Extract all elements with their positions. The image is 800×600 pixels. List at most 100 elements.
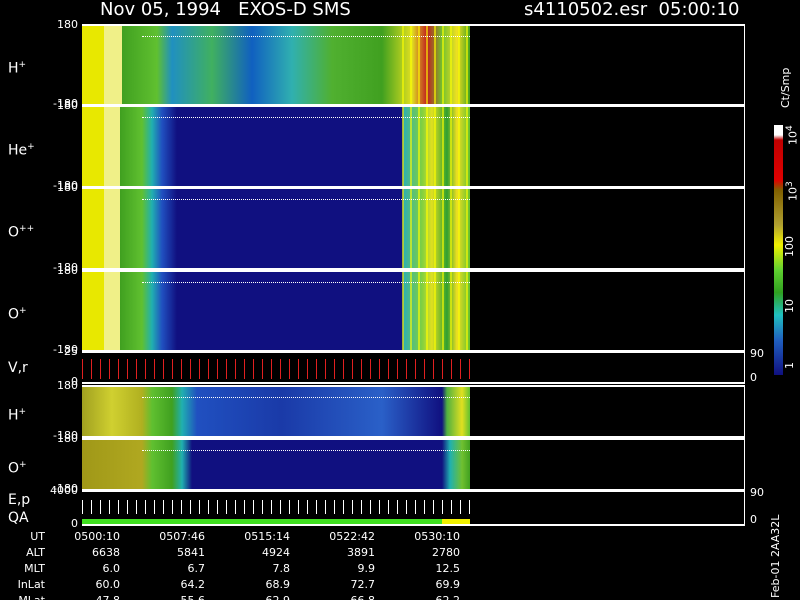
stripes [402, 189, 470, 268]
label-text: He [8, 142, 28, 159]
panel [82, 187, 745, 270]
colorbar-tick-label: 100 [783, 236, 796, 257]
ephemeris-value: 2780 [432, 546, 460, 559]
y-tick-label: -180 [53, 179, 78, 192]
ephemeris-label: UT [30, 530, 45, 543]
ephemeris-value: 6.7 [187, 562, 206, 575]
ephemeris-value: 6638 [92, 546, 120, 559]
panel-label: E,p [8, 492, 30, 508]
glyphs [82, 500, 470, 514]
ephemeris-value: 0530:10 [414, 530, 460, 543]
ephemeris-value: 69.9 [435, 578, 461, 591]
ephemeris-value: 0500:10 [74, 530, 120, 543]
ephemeris-value: 55.6 [181, 595, 206, 600]
trace [142, 282, 470, 283]
ephemeris-value: 64.2 [180, 578, 206, 591]
label-text: H [8, 407, 19, 424]
ephemeris-value: 72.7 [350, 578, 376, 591]
ephemeris-label: InLat [17, 578, 45, 591]
ephemeris-value: 6.0 [102, 562, 121, 575]
stripes [402, 272, 470, 350]
ephemeris-value: 62.9 [266, 595, 291, 600]
label-text: O [8, 460, 20, 477]
label-text: V,r [8, 359, 28, 376]
label-sup: + [19, 306, 27, 316]
panel [82, 438, 745, 491]
label-sup: ++ [19, 223, 35, 234]
trace [142, 199, 470, 200]
title: Nov 05, 1994 EXOS-D SMS [100, 0, 351, 20]
panel-label: O++ [8, 221, 34, 241]
y-tick-label: 25 [64, 345, 78, 358]
colorbar-tick-label: 10 [783, 299, 796, 313]
panel [82, 270, 745, 352]
ephemeris-value: 12.5 [435, 562, 461, 575]
colorbar-unit: Ct/Smp [779, 67, 792, 108]
y-tick-label: 180 [57, 264, 78, 277]
label-sup: + [19, 459, 27, 470]
panel-label: O+ [8, 457, 27, 477]
label-text: H [8, 60, 19, 77]
y-tick-label: 0 [71, 375, 78, 388]
label-sup: + [27, 141, 35, 152]
colorbar [774, 125, 783, 375]
panel [82, 490, 745, 526]
ephemeris-value: 66.8 [351, 595, 376, 600]
glyphs [82, 359, 470, 379]
stripes [402, 107, 470, 186]
y-tick-label: 180 [57, 181, 78, 194]
file-name: s4110502.esr 05:00:10 [524, 0, 740, 20]
y-tick-label: 180 [57, 18, 78, 31]
panel [82, 105, 745, 188]
tick-sup: 3 [785, 181, 795, 187]
label-sup: + [18, 406, 27, 417]
trace [142, 36, 470, 37]
panel-label: O+ [8, 303, 27, 323]
ephemeris-value: 60.0 [95, 578, 121, 591]
y-tick-label: -180 [53, 261, 78, 274]
ephemeris-value: 3891 [347, 546, 375, 559]
ephemeris-value: 47.8 [96, 595, 121, 600]
trace [142, 450, 470, 451]
qa-bar [82, 519, 470, 524]
ephemeris-label: MLT [24, 562, 45, 575]
y-tick-label: 180 [57, 379, 78, 392]
panel-label: He+ [8, 139, 35, 159]
y-tick-label: -180 [53, 429, 78, 442]
ephemeris-value: 5841 [177, 546, 205, 559]
ephemeris-value: 0507:46 [159, 530, 205, 543]
label-text: O [8, 224, 20, 241]
trace [142, 117, 470, 118]
ephemeris-label: ALT [26, 546, 45, 559]
y2-tick-label: 0 [750, 371, 757, 384]
ephemeris-value: 62.2 [436, 595, 461, 600]
label-text: E,p [8, 492, 31, 508]
y2-tick-label: 90 [750, 486, 764, 499]
y-tick-label: -180 [53, 97, 78, 110]
y-tick-label: 180 [57, 99, 78, 112]
ephemeris-value: 0522:42 [329, 530, 375, 543]
label-text: O [8, 306, 20, 323]
panel [82, 351, 745, 384]
y-tick-label: 180 [57, 432, 78, 445]
panel [82, 385, 745, 438]
label-sup: + [18, 60, 27, 70]
ephemeris-label: MLat [18, 595, 45, 600]
tick-sup: 4 [785, 125, 795, 131]
colorbar-tick-label: 1 [783, 362, 796, 369]
ephemeris-value: 7.8 [272, 562, 291, 575]
tick-base: 1 [783, 362, 796, 369]
y2-tick-label: 0 [750, 513, 757, 526]
tick-base: 10 [783, 299, 796, 313]
y2-tick-label: 90 [750, 347, 764, 360]
tick-base: 10 [786, 187, 800, 201]
stripes [402, 26, 470, 104]
footer: Feb-01 2AA32L [769, 514, 782, 598]
y-tick-label: -180 [53, 343, 78, 356]
y-tick-label: 4000 [50, 484, 78, 497]
ephemeris-value: 9.9 [357, 562, 376, 575]
panel [82, 24, 745, 106]
panel-label: V,r [8, 360, 28, 376]
trace [142, 397, 470, 398]
